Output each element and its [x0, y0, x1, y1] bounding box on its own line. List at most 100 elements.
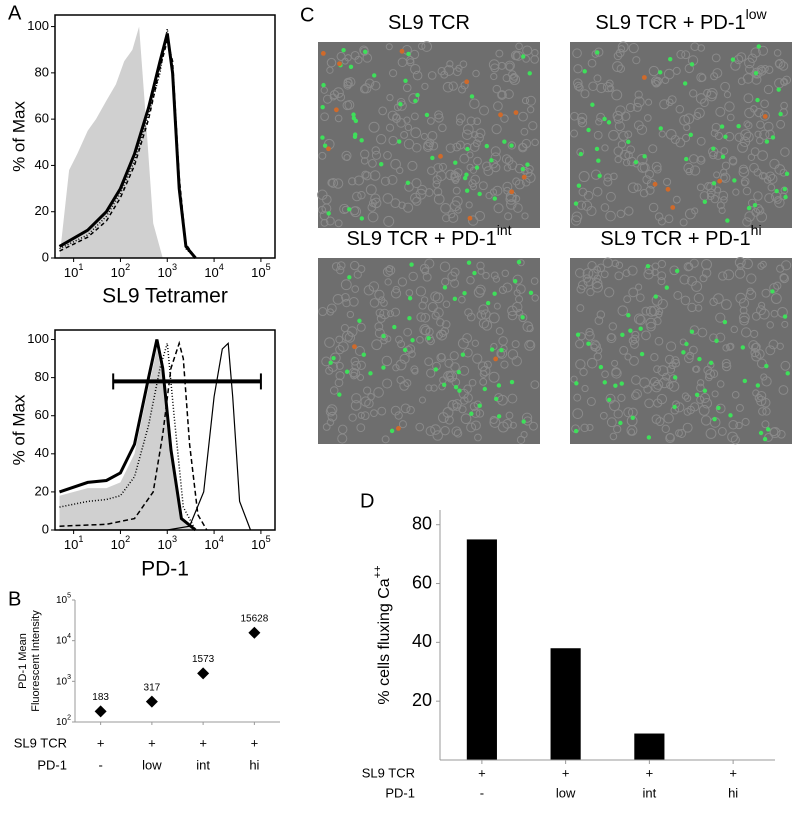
- cell: [680, 295, 691, 306]
- cell: [410, 127, 422, 139]
- green-cell: [361, 352, 366, 357]
- histogram-curve: [59, 340, 208, 531]
- green-cell: [405, 180, 411, 185]
- cell: [744, 211, 755, 222]
- cell: [432, 292, 444, 304]
- green-cell: [381, 365, 386, 370]
- red-cell: [670, 205, 676, 210]
- x-tick-label-base: 10: [111, 537, 125, 552]
- green-cell: [758, 430, 764, 436]
- cell: [679, 218, 688, 227]
- cell: [580, 89, 590, 99]
- cell: [335, 361, 344, 370]
- cell: [448, 212, 459, 223]
- cell: [615, 261, 624, 270]
- cell: [403, 116, 411, 124]
- cell: [618, 130, 629, 141]
- cell: [603, 177, 613, 187]
- cell: [490, 271, 499, 280]
- cell: [356, 322, 366, 332]
- cell: [631, 375, 641, 385]
- cell: [717, 427, 727, 436]
- cell: [665, 432, 675, 442]
- green-cell: [606, 120, 612, 125]
- cell: [507, 310, 518, 321]
- cell: [681, 50, 691, 60]
- cell: [630, 334, 640, 344]
- cell: [461, 129, 473, 140]
- cell: [576, 284, 586, 294]
- cell: [720, 81, 730, 92]
- cell: [616, 64, 626, 73]
- cell: [724, 101, 735, 112]
- cell: [698, 73, 707, 82]
- cell: [392, 113, 401, 121]
- cell: [745, 289, 757, 301]
- cell: [706, 182, 717, 193]
- cell: [477, 361, 488, 372]
- cell: [383, 151, 392, 160]
- cell: [512, 301, 523, 313]
- cell: [609, 432, 618, 441]
- cell: [648, 202, 659, 213]
- cell: [715, 312, 726, 323]
- point: [197, 667, 210, 680]
- cell: [376, 133, 387, 145]
- cell: [578, 171, 590, 183]
- cell: [398, 201, 406, 209]
- cell: [676, 50, 686, 59]
- cell: [509, 421, 517, 429]
- cell: [661, 424, 670, 434]
- cell: [505, 62, 514, 71]
- green-cell: [756, 44, 761, 49]
- green-cell: [512, 278, 518, 284]
- cell: [458, 85, 467, 94]
- y-tick-label-base: 10: [56, 676, 68, 687]
- cell: [690, 42, 700, 51]
- cell: [635, 314, 646, 326]
- cell: [730, 60, 741, 71]
- green-cell: [645, 263, 651, 269]
- cell: [342, 298, 351, 308]
- cell: [440, 70, 449, 79]
- red-cell: [762, 114, 768, 119]
- image-title: SL9 TCR + PD-1hi: [600, 222, 761, 251]
- green-cell: [462, 175, 468, 181]
- green-cell: [694, 392, 700, 398]
- cell: [781, 320, 789, 328]
- cell: [332, 294, 344, 305]
- cell: [718, 190, 729, 201]
- green-cell: [496, 414, 502, 419]
- cell: [666, 341, 677, 352]
- green-cell: [465, 146, 470, 152]
- cell: [749, 162, 759, 173]
- green-cell: [402, 347, 408, 353]
- green-cell: [586, 127, 591, 133]
- cell: [360, 149, 370, 159]
- red-cell: [320, 50, 326, 56]
- green-cell: [582, 69, 587, 74]
- cell: [721, 361, 732, 372]
- cell: [430, 424, 441, 435]
- x-tick-label-sup: 1: [78, 263, 83, 273]
- cell: [573, 393, 582, 402]
- cell: [637, 162, 649, 173]
- cell: [723, 91, 732, 99]
- cell: [471, 420, 481, 431]
- cell: [761, 288, 771, 298]
- green-cell: [474, 165, 480, 170]
- cell: [463, 123, 474, 135]
- cell: [591, 278, 603, 289]
- x-tick-label-sup: 4: [219, 535, 224, 545]
- cell: [645, 98, 653, 106]
- green-cell: [320, 135, 325, 140]
- cell: [389, 69, 398, 78]
- cell: [752, 69, 761, 78]
- cell: [689, 165, 701, 176]
- cell: [521, 412, 533, 423]
- green-cell: [778, 111, 783, 117]
- cell: [439, 261, 451, 272]
- cell: [601, 370, 609, 379]
- green-cell: [578, 151, 584, 157]
- cell: [622, 269, 631, 278]
